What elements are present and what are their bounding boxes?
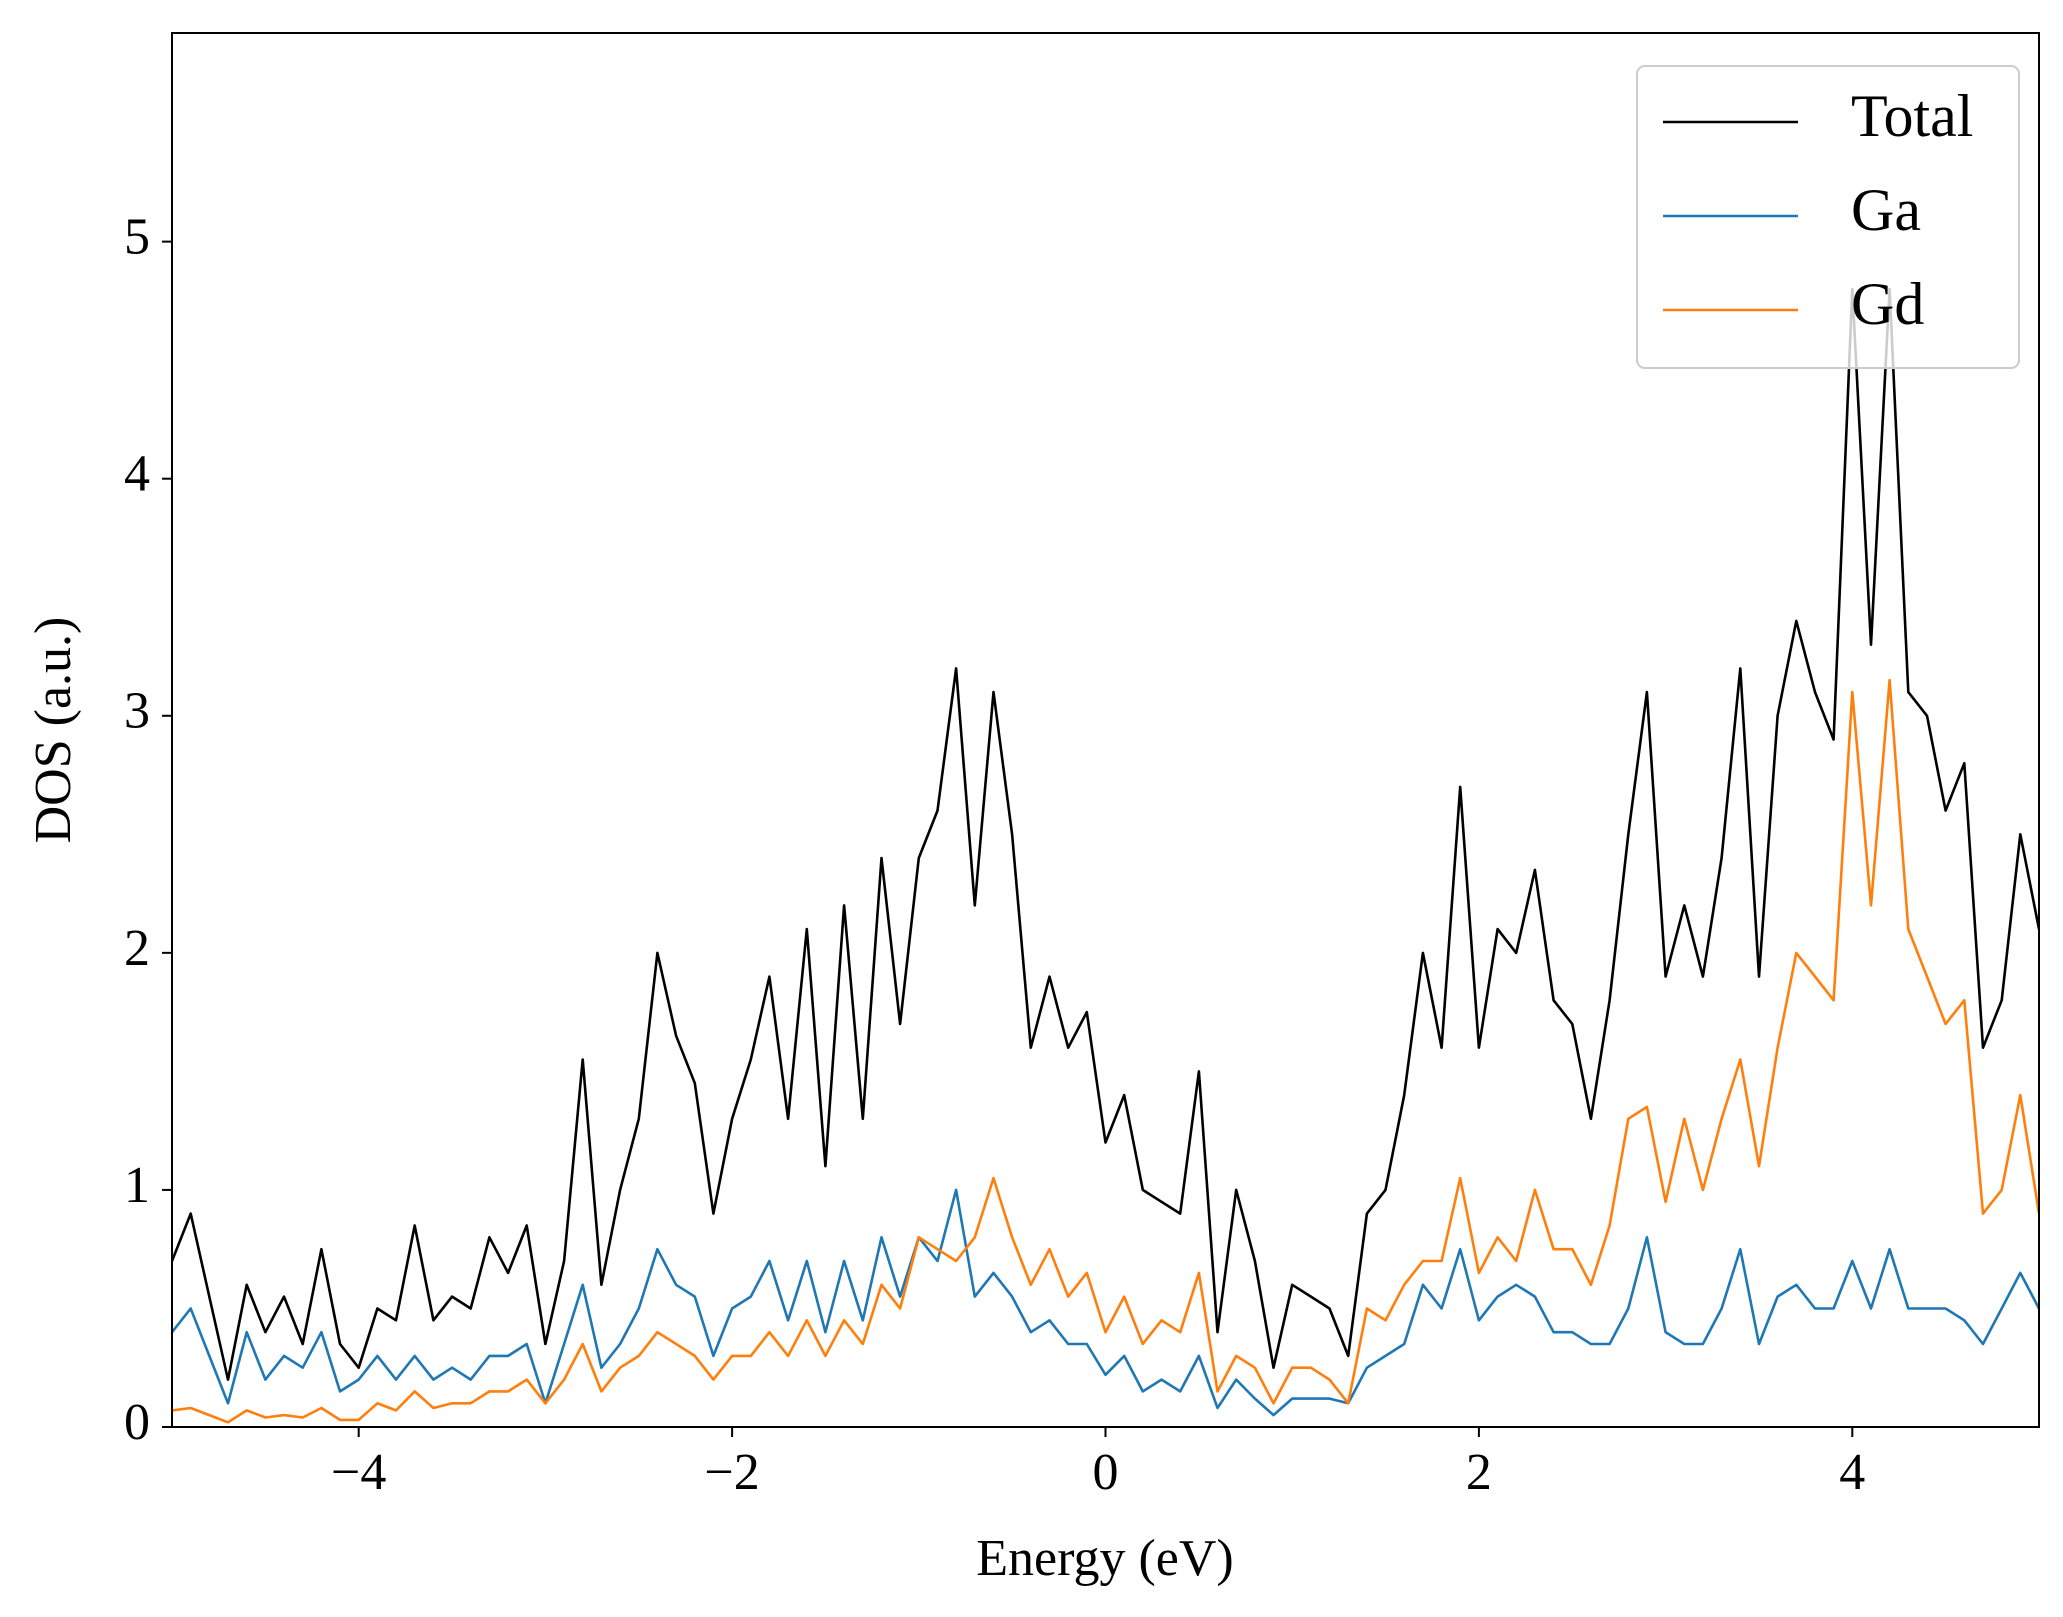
legend-box [1636, 65, 2020, 369]
x-tick-label: 0 [1093, 1444, 1119, 1501]
y-tick-label: 0 [124, 1394, 150, 1451]
x-tick-label: 4 [1839, 1444, 1865, 1501]
y-tick-label: 5 [124, 209, 150, 266]
series-line [172, 287, 2039, 1381]
legend-label: Ga [1851, 177, 1921, 243]
y-axis-label: DOS (a.u.) [25, 617, 82, 844]
y-tick-label: 3 [124, 683, 150, 740]
y-tick-label: 4 [124, 446, 150, 503]
x-axis-label: Energy (eV) [976, 1530, 1234, 1587]
series-line [172, 1188, 2039, 1417]
plot-frame [171, 32, 2040, 1428]
y-tick-label: 1 [124, 1157, 150, 1214]
legend-label: Total [1851, 83, 1973, 149]
y-tick-label: 2 [124, 920, 150, 977]
legend-label: Gd [1851, 271, 1924, 337]
x-tick-label: −2 [704, 1444, 759, 1501]
x-tick-label: 2 [1466, 1444, 1492, 1501]
x-tick-label: −4 [331, 1444, 386, 1501]
series-line [172, 678, 2039, 1424]
